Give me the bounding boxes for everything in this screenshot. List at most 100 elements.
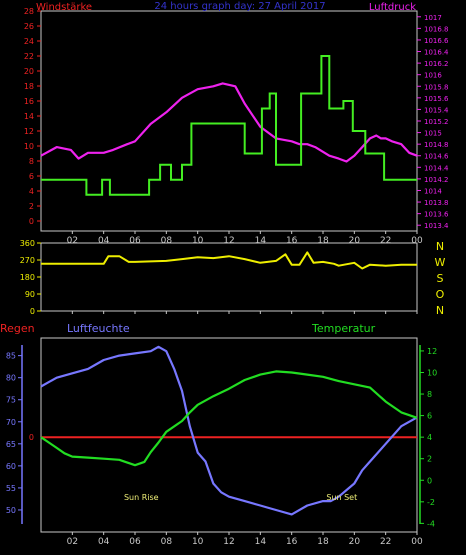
x-tick-label: 18 [317,236,329,246]
x-tick-label: 12 [223,236,234,246]
x-tick-label: 08 [161,236,173,246]
sun-annotation-label: Sun Rise [124,493,159,502]
x-tick-label: 20 [349,236,361,246]
pressure-y-tick-label: 1013.8 [424,199,449,207]
humidity-y-tick-label: 60 [6,462,16,471]
wind-pressure-series [40,55,418,196]
x-tick-label: 08 [161,537,173,547]
rain-zero-label: 0 [29,433,34,442]
rain-axis-label: Regen [0,322,35,335]
x-tick-label: 10 [192,236,204,246]
x-tick-label: 06 [129,537,141,547]
temperature-y-tick-label: 6 [427,412,432,421]
wind-x-ticks: 02 04 06 08 10 12 14 16 18 20 22 00 [67,231,423,246]
direction-y-tick-label: 0 [30,307,35,316]
wind-y-tick-label: 0 [29,217,34,226]
temperature-y-tick-label: 12 [427,347,437,356]
pressure-y-tick-label: 1016.6 [424,37,449,45]
wind-y-tick-label: 26 [24,22,34,31]
wind-y-tick-label: 8 [29,157,34,166]
pressure-y-tick-label: 1015.2 [424,118,449,126]
direction-y-tick-label: 90 [25,290,35,299]
temperature-y-tick-label: 0 [427,476,432,485]
humidity-y-tick-label: 55 [6,484,16,493]
wind-y-tick-label: 28 [24,7,34,16]
temperature-y-tick-label: 2 [427,455,432,464]
humidity-x-ticks: 02 04 06 08 10 12 14 16 18 20 22 00 [67,532,423,547]
temperature-axis-label: Temperatur [311,322,376,335]
compass-label: O [436,288,445,301]
x-tick-label: 02 [67,236,78,246]
temperature-y-tick-label: 8 [427,390,432,399]
direction-y-ticks: 0 90 180 270 360 [20,239,41,316]
x-tick-label: 10 [192,537,204,547]
humidity-line [40,345,418,516]
wind-y-tick-label: 16 [24,97,34,106]
temperature-y-tick-label: 4 [427,433,432,442]
humidity-y-tick-label: 65 [6,440,16,449]
temperature-y-ticks: -4 -2 0 2 4 6 8 10 12 0 [29,345,437,528]
pressure-y-tick-label: 1013.4 [424,222,449,230]
humidity-y-tick-label: 80 [6,374,16,383]
chart-title: 24 hours graph day: 27 April 2017 [154,1,325,12]
humidity-y-tick-label: 75 [6,396,16,405]
x-tick-label: 06 [129,236,141,246]
pressure-y-tick-label: 1017 [424,14,442,22]
compass-label: S [437,272,444,285]
pressure-y-tick-label: 1014.4 [424,164,449,172]
x-tick-label: 14 [255,236,267,246]
humidity-temperature-panel: Regen Luftfeuchte Temperatur 50556065707… [0,322,437,547]
humidity-y-tick-label: 50 [6,506,16,515]
temperature-y-tick-label: -4 [427,519,435,528]
x-tick-label: 00 [411,236,423,246]
wind-y-tick-label: 24 [24,37,34,46]
humidity-y-ticks: 50 55 60 65 70 75 80 85 [6,345,23,524]
wind-y-tick-label: 20 [24,67,34,76]
pressure-y-tick-label: 1016.8 [424,25,449,33]
x-tick-label: 22 [380,537,391,547]
humidity-temperature-series [40,345,418,516]
humidity-y-tick-label: 85 [6,352,16,361]
temperature-y-tick-label: 10 [427,368,437,377]
wind-line [41,55,417,196]
wind-y-tick-label: 6 [29,172,34,181]
pressure-y-tick-label: 1015.8 [424,83,449,91]
pressure-y-tick-label: 1014.8 [424,141,449,149]
wind-y-tick-label: 12 [24,127,34,136]
wind-y-tick-label: 2 [29,202,34,211]
x-tick-label: 16 [286,236,298,246]
compass-label: N [436,304,444,317]
x-tick-label: 18 [317,537,329,547]
humidity-axis-label: Luftfeuchte [67,322,130,335]
x-tick-label: 12 [223,537,234,547]
x-tick-label: 02 [67,537,78,547]
pressure-axis-label: Luftdruck [369,2,416,13]
direction-y-tick-label: 360 [20,239,35,248]
direction-x-ticks [71,311,418,314]
pressure-y-ticks: 1013.4 1013.6 1013.8 1014 1014.2 1014.4 1014.6… [417,14,449,230]
compass-label: W [435,256,446,269]
humidity-y-tick-label: 70 [6,418,16,427]
x-tick-label: 14 [255,537,267,547]
pressure-y-tick-label: 1014.6 [424,153,449,161]
wind-y-tick-label: 22 [24,52,34,61]
x-tick-label: 22 [380,236,391,246]
direction-series [41,251,417,270]
sun-annotation-label: Sun Set [326,493,357,502]
pressure-y-tick-label: 1015 [424,130,442,138]
pressure-y-tick-label: 1014.2 [424,176,449,184]
pressure-y-tick-label: 1014 [424,187,442,195]
compass-label: N [436,240,444,253]
temperature-line [40,370,418,467]
wind-axis-label: Windstärke [36,2,92,13]
direction-y-tick-label: 180 [20,273,35,282]
x-tick-label: 16 [286,537,298,547]
direction-y-tick-label: 270 [20,256,35,265]
wind-y-tick-label: 18 [24,82,34,91]
pressure-y-tick-label: 1015.6 [424,95,449,103]
